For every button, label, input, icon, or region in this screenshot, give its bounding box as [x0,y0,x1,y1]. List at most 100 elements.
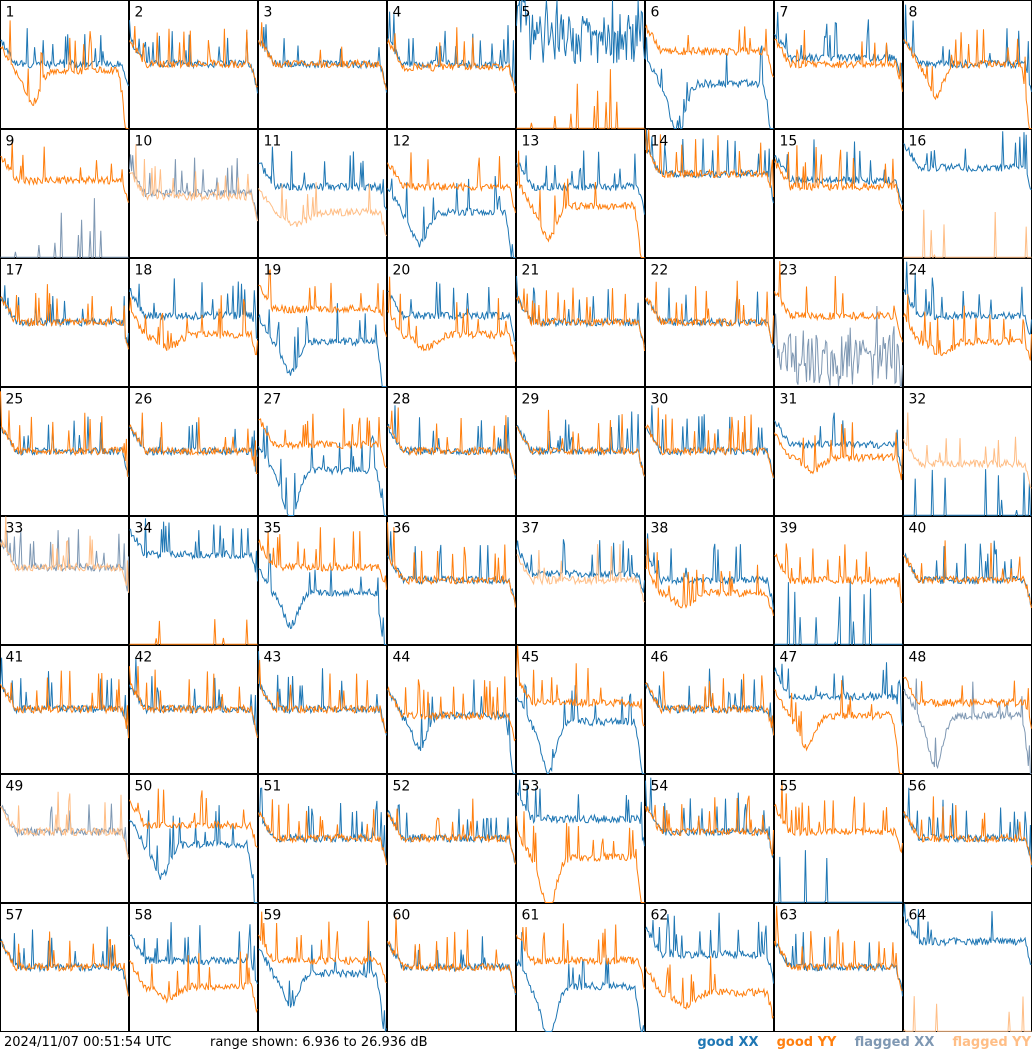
legend-flagged-xx: flagged XX [854,1035,935,1050]
yy-series-line [903,540,1032,609]
panel-frame [258,129,387,258]
antenna-panel: 44 [387,645,516,774]
yy-series-line [516,645,645,727]
legend: good XX good YY flagged XX flagged YY [683,1033,1031,1053]
yy-series-line [258,659,387,734]
timestamp: 2024/11/07 00:51:54 UTC [4,1035,172,1050]
panel-label: 37 [522,521,540,537]
yy-series-line [387,152,516,213]
panel-frame [516,0,645,129]
xx-series-line [903,131,1032,190]
antenna-panel: 48 [903,645,1032,774]
panel-frame [903,903,1032,1032]
panel-label: 19 [264,263,282,279]
antenna-panel: 55 [774,774,903,903]
xx-series-line [129,922,258,985]
yy-series-line [516,409,645,477]
xx-series-line [903,903,1032,965]
panel-frame [645,129,774,258]
yy-series-line [645,129,774,198]
antenna-panel: 13 [516,129,645,258]
antenna-panel: 10 [129,129,258,258]
xx-series-line [258,934,387,1032]
panel-label: 1 [6,5,15,21]
panel-label: 4 [393,5,402,21]
antenna-panel: 47 [774,645,903,774]
yy-series-line [129,295,258,356]
yy-series-line [774,422,903,481]
antenna-panel: 54 [645,774,774,903]
antenna-panel: 36 [387,516,516,645]
panel-label: 46 [651,650,669,666]
yy-series-line [645,795,774,856]
antenna-panel: 32 [903,387,1032,516]
panel-label: 52 [393,779,411,795]
panel-label: 51 [264,779,282,795]
yy-series-line [387,407,516,476]
xx-series-line [258,651,387,736]
antenna-panel: 27 [258,387,387,516]
panel-frame [516,645,645,774]
yy-series-line [516,150,645,258]
panel-label: 63 [780,908,798,924]
antenna-panel: 28 [387,387,516,516]
antenna-panel: 24 [903,258,1032,387]
xx-series-line [258,553,387,645]
yy-series-line [0,791,129,860]
panel-label: 33 [6,521,24,537]
panel-label: 58 [135,908,153,924]
antenna-panel: 2 [129,0,258,129]
yy-series-line [129,788,258,848]
panel-frame [129,903,258,1032]
antenna-panel: 31 [774,387,903,516]
antenna-panel: 51 [258,774,387,903]
antenna-panel: 53 [516,774,645,903]
antenna-panel: 14 [645,129,774,258]
panel-label: 12 [393,134,411,150]
antenna-panel: 26 [129,387,258,516]
panel-label: 38 [651,521,669,537]
yy-series-line [645,671,774,736]
xx-series-line [774,850,903,903]
antenna-panel: 17 [0,258,129,387]
yy-series-line [387,276,516,362]
antenna-panel: 38 [645,516,774,645]
xx-series-line [645,912,774,984]
panel-label: 6 [651,5,660,21]
antenna-panel: 1 [0,0,129,129]
antenna-panel: 18 [129,258,258,387]
panel-label: 26 [135,392,153,408]
yy-series-line [645,407,774,479]
antenna-panel: 56 [903,774,1032,903]
antenna-panel: 62 [645,903,774,1032]
antenna-panel: 60 [387,903,516,1032]
yy-series-line [774,680,903,774]
antenna-panel: 63 [774,903,903,1032]
panel-frame [516,774,645,903]
xx-series-line [903,469,1032,516]
antenna-panel: 42 [129,645,258,774]
yy-series-line [516,923,645,990]
xx-series-line [387,175,516,258]
panel-label: 47 [780,650,798,666]
panel-label: 53 [522,779,540,795]
yy-series-line [0,391,129,477]
xx-series-line [129,518,258,582]
panel-label: 3 [264,5,273,21]
panel-frame [774,774,903,903]
panel-label: 39 [780,521,798,537]
yy-series-line [387,522,516,608]
panel-label: 48 [909,650,927,666]
yy-series-line [645,280,774,344]
panel-label: 41 [6,650,24,666]
xx-series-line [774,662,903,726]
panel-label: 61 [522,908,540,924]
xx-series-line [516,150,645,215]
panel-frame [645,0,774,129]
xx-series-line [387,405,516,480]
antenna-panel: 8 [903,0,1032,129]
panel-label: 16 [909,134,927,150]
antenna-panel: 19 [258,258,387,387]
panel-label: 28 [393,392,411,408]
xx-series-line [516,779,645,847]
